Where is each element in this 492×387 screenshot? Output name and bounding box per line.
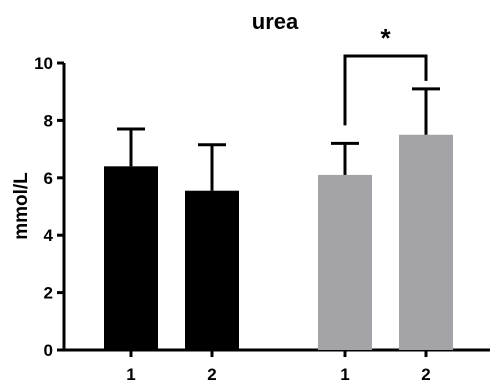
- y-tick-label: 10: [34, 54, 53, 73]
- x-tick-label: 2: [207, 365, 216, 384]
- bar: [318, 174, 372, 350]
- y-tick-label: 4: [44, 226, 54, 245]
- y-axis-label: mmol/L: [11, 172, 32, 240]
- x-tick-label: 1: [126, 365, 135, 384]
- x-tick-label: 2: [421, 365, 430, 384]
- y-tick-label: 2: [44, 284, 53, 303]
- bar: [104, 166, 158, 350]
- x-tick-label: 1: [340, 365, 349, 384]
- significance-label: *: [380, 23, 391, 53]
- y-tick-label: 6: [44, 169, 53, 188]
- significance-bracket: [343, 54, 428, 126]
- bar: [399, 134, 453, 350]
- y-tick-label: 0: [44, 341, 53, 360]
- y-tick-label: 8: [44, 111, 53, 130]
- bar: [185, 190, 239, 350]
- chart-title: urea: [252, 9, 299, 34]
